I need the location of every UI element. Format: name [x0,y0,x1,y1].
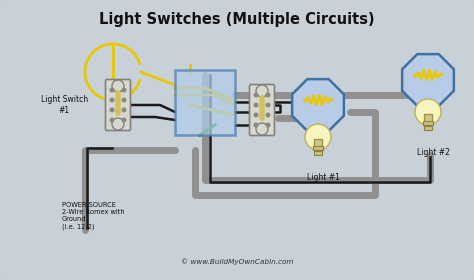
FancyBboxPatch shape [175,70,235,135]
Text: Light Switch
#2: Light Switch #2 [292,100,339,120]
Circle shape [112,80,124,92]
FancyBboxPatch shape [314,151,322,155]
Circle shape [266,123,270,127]
Circle shape [122,118,126,122]
Circle shape [305,124,331,150]
Circle shape [110,88,114,92]
Circle shape [254,113,258,117]
FancyBboxPatch shape [424,126,432,130]
FancyBboxPatch shape [106,80,130,130]
Circle shape [415,99,441,125]
Text: Light #2: Light #2 [417,148,449,157]
Circle shape [254,103,258,107]
Text: Light Switch
#1: Light Switch #1 [41,95,88,115]
Circle shape [266,103,270,107]
Text: POWER SOURCE
2-Wire Romex with
Ground
(i.e. 12-2): POWER SOURCE 2-Wire Romex with Ground (i… [62,202,125,230]
Circle shape [266,93,270,97]
Circle shape [266,113,270,117]
Circle shape [112,118,124,130]
Circle shape [110,98,114,102]
Circle shape [254,123,258,127]
Text: © www.BuildMyOwnCabin.com: © www.BuildMyOwnCabin.com [181,258,293,265]
Polygon shape [292,79,344,131]
Circle shape [254,93,258,97]
FancyBboxPatch shape [424,114,432,124]
Polygon shape [402,54,454,106]
Circle shape [122,88,126,92]
FancyBboxPatch shape [249,85,274,136]
Circle shape [110,108,114,112]
Circle shape [256,123,268,135]
FancyBboxPatch shape [313,146,323,150]
Circle shape [122,108,126,112]
Text: Light Switches (Multiple Circuits): Light Switches (Multiple Circuits) [99,12,375,27]
FancyBboxPatch shape [423,121,433,125]
Text: Light #1: Light #1 [307,173,339,182]
Circle shape [256,85,268,97]
Circle shape [110,118,114,122]
FancyBboxPatch shape [314,139,322,149]
Circle shape [122,98,126,102]
